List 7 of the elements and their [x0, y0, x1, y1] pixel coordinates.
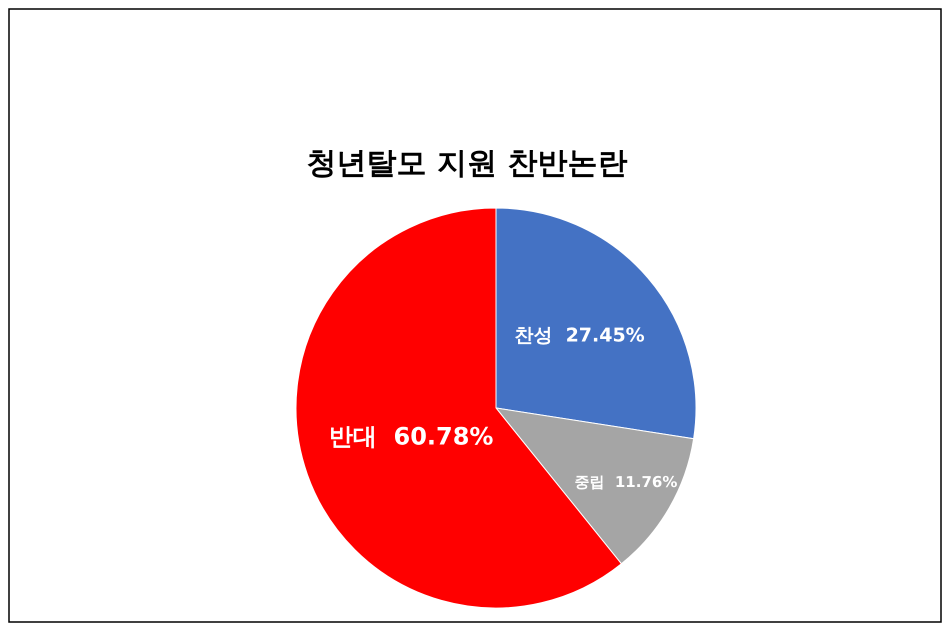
slice-label: 반대: [328, 422, 377, 450]
chart-title: 청년탈모 지원 찬반논란: [306, 146, 628, 181]
slice-label: 찬성: [514, 324, 552, 347]
data-label: 27.45%: [566, 324, 645, 347]
slice-label: 중립: [574, 473, 604, 492]
data-label: 11.76%: [614, 473, 678, 492]
data-label: 60.78%: [393, 422, 494, 450]
